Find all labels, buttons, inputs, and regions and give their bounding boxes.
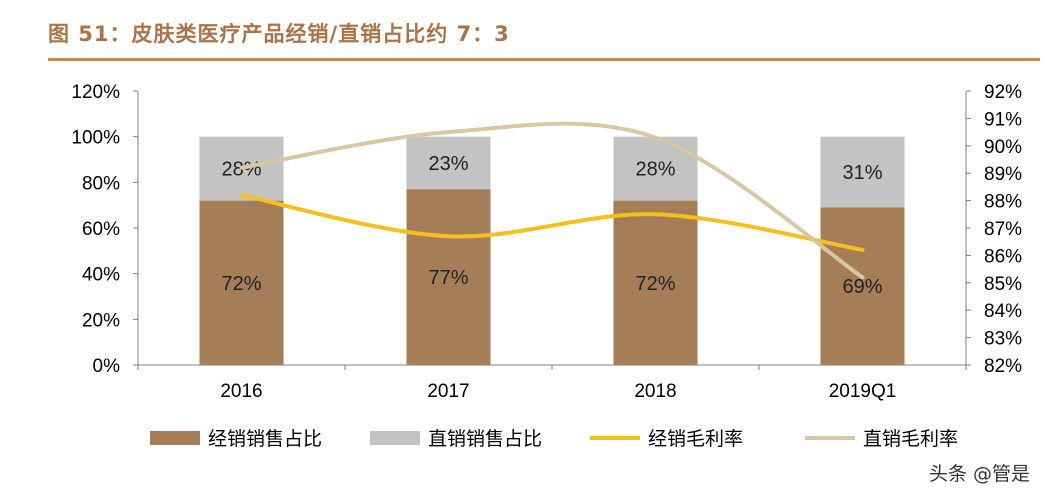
x-tick-label: 2016 xyxy=(220,381,262,402)
bar-distribution-2016 xyxy=(199,200,284,365)
bar-distribution-2017 xyxy=(406,189,491,365)
y-right-tick-label: 84% xyxy=(984,301,1022,322)
legend-label: 经销销售占比 xyxy=(208,428,322,450)
bar-data-label: 72% xyxy=(221,273,261,295)
legend-swatch xyxy=(370,431,420,445)
y-right-tick-label: 90% xyxy=(984,137,1022,158)
bar-direct-2017 xyxy=(406,136,491,190)
line-direct-margin xyxy=(239,121,865,280)
y-left-tick-label: 0% xyxy=(93,356,121,377)
line-distribution-margin xyxy=(239,193,865,252)
y-right-tick-label: 88% xyxy=(984,192,1022,213)
y-left-tick-label: 80% xyxy=(82,173,120,194)
x-tick-label: 2019Q1 xyxy=(829,381,897,402)
bar-direct-2019Q1 xyxy=(820,136,905,208)
y-left-tick-label: 120% xyxy=(71,82,120,103)
y-right-tick-label: 91% xyxy=(984,109,1022,130)
y-left-tick-label: 100% xyxy=(71,128,120,149)
y-right-tick-label: 82% xyxy=(984,356,1022,377)
legend-label: 直销销售占比 xyxy=(428,428,542,450)
y-right-tick-label: 87% xyxy=(984,219,1022,240)
y-right-tick-label: 92% xyxy=(984,82,1022,103)
x-tick-label: 2018 xyxy=(634,381,676,402)
y-right-tick-label: 86% xyxy=(984,246,1022,267)
legend-label: 直销毛利率 xyxy=(863,428,958,450)
bar-data-label: 72% xyxy=(635,273,675,295)
bar-data-label: 31% xyxy=(842,162,882,184)
bar-data-label: 23% xyxy=(428,153,468,175)
y-right-tick-label: 89% xyxy=(984,164,1022,185)
bar-data-label: 77% xyxy=(428,267,468,289)
y-left-tick-label: 60% xyxy=(82,219,120,240)
y-left-tick-label: 20% xyxy=(82,310,120,331)
y-right-tick-label: 83% xyxy=(984,329,1022,350)
bar-data-label: 69% xyxy=(842,276,882,298)
legend-swatch xyxy=(150,431,200,445)
bar-distribution-2018 xyxy=(613,200,698,365)
watermark: 头条 @管是 xyxy=(928,463,1030,485)
y-left-tick-label: 40% xyxy=(82,265,120,286)
bar-data-label: 28% xyxy=(635,159,675,181)
chart-title: 图 51：皮肤类医疗产品经销/直销占比约 7：3 xyxy=(48,22,510,46)
legend-label: 经销毛利率 xyxy=(648,428,743,450)
x-tick-label: 2017 xyxy=(427,381,469,402)
bar-direct-2018 xyxy=(613,136,698,201)
y-right-tick-label: 85% xyxy=(984,274,1022,295)
bar-distribution-2019Q1 xyxy=(820,207,905,365)
title-rule xyxy=(48,58,1040,61)
